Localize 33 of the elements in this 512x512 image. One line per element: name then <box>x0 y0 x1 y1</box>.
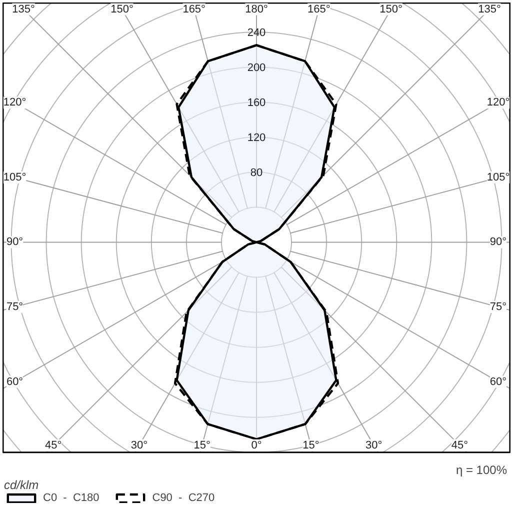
spoke-label: 15° <box>302 439 320 452</box>
spoke-label: 30° <box>130 439 148 452</box>
spoke-label: 75° <box>6 300 24 313</box>
legend-label: C0 - C180 <box>43 492 100 504</box>
spoke-label: 150° <box>110 3 134 16</box>
y-tick-label: 120 <box>247 132 266 144</box>
spoke-label: 105° <box>3 171 26 184</box>
spoke-label: 90° <box>6 236 24 248</box>
text: η = 100% <box>456 462 508 477</box>
y-tick-label: 160 <box>247 97 266 110</box>
spoke-label: 15° <box>194 439 210 452</box>
spoke-label: 120° <box>3 96 26 109</box>
spoke-label: 60° <box>6 376 24 388</box>
spoke-label: 90° <box>490 236 507 248</box>
spoke-label: 165° <box>182 3 206 16</box>
spoke-label: 60° <box>490 376 507 388</box>
spoke-label: 180° <box>245 3 268 16</box>
text: cd/klm <box>4 478 40 492</box>
spoke-label: 135° <box>478 3 501 16</box>
spoke-label: 0° <box>251 439 262 452</box>
spoke-label: 45° <box>451 439 468 452</box>
y-tick-label: 200 <box>247 62 266 74</box>
spoke-label: 165° <box>308 3 330 16</box>
spoke-label: 150° <box>380 3 402 16</box>
y-tick-label: 240 <box>247 27 266 40</box>
spoke-label: 120° <box>486 96 510 109</box>
spoke-label: 135° <box>12 3 35 16</box>
legend-label: C90 - C270 <box>152 492 215 504</box>
spoke-label: 105° <box>486 171 510 184</box>
spoke-label: 45° <box>44 439 62 452</box>
spoke-label: 75° <box>490 300 507 313</box>
y-tick-label: 80 <box>250 167 263 180</box>
spoke-label: 30° <box>366 439 382 452</box>
